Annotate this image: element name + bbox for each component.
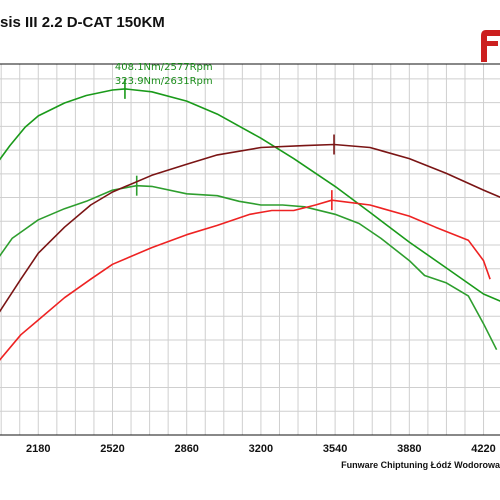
x-tick-label: 3200 — [249, 443, 273, 455]
footer-credit: Funware Chiptuning Łódź Wodorowa — [341, 460, 500, 470]
plot-frame — [0, 63, 500, 436]
peak-annotation: 408.1Nm/2577Rpm — [115, 62, 213, 73]
series-line-2 — [0, 184, 498, 351]
x-tick-label: 3540 — [323, 443, 347, 455]
series-lines — [0, 78, 500, 361]
peak-annotation: 323.9Nm/2631Rpm — [115, 76, 213, 87]
x-axis-ticks: 2180 2520 2860 3200 3540 3880 4220 — [26, 443, 496, 455]
series-line-1 — [0, 88, 500, 302]
brand-logo-icon — [481, 30, 500, 62]
series-line-3 — [0, 143, 500, 313]
x-tick-label: 2860 — [174, 443, 198, 455]
x-tick-label: 3880 — [397, 443, 421, 455]
grid-lines — [0, 64, 500, 436]
annotations: 408.1Nm/2577Rpm 323.9Nm/2631Rpm — [115, 62, 213, 87]
x-tick-label: 2520 — [100, 443, 124, 455]
series-line-4 — [0, 199, 491, 361]
x-tick-label: 4220 — [471, 443, 495, 455]
chart-title: sis III 2.2 D-CAT 150KM — [0, 14, 165, 31]
x-tick-label: 2180 — [26, 443, 50, 455]
